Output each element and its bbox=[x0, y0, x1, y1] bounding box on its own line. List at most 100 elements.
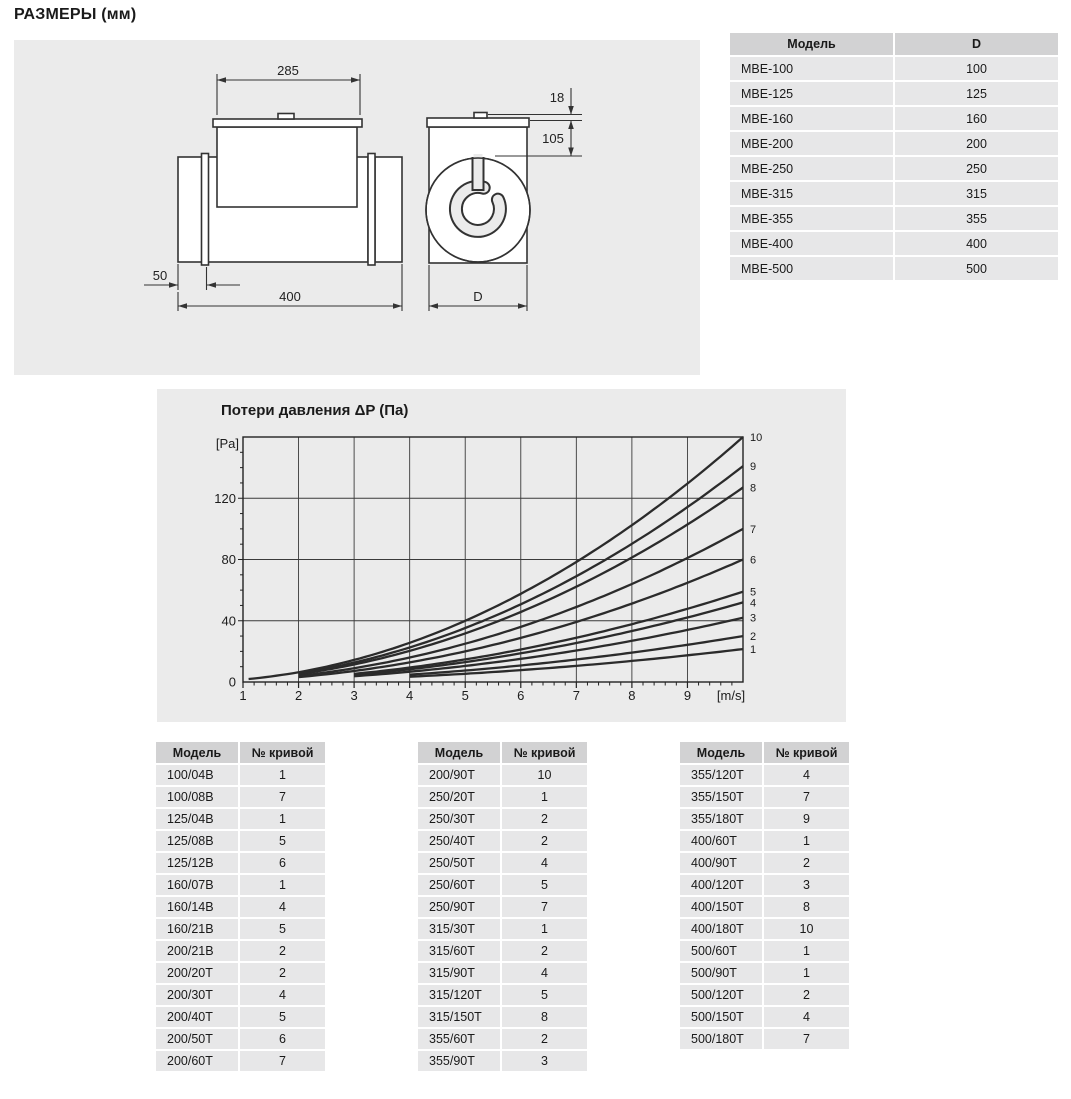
value-cell: 5 bbox=[240, 919, 325, 939]
table-row: МВЕ-500 500 bbox=[730, 257, 1058, 280]
value-cell: 2 bbox=[240, 941, 325, 961]
dimensions-drawing: 285 50 400 18 105 D bbox=[144, 63, 582, 311]
table-row: 160/07В 1 bbox=[156, 875, 325, 895]
value-cell: 2 bbox=[502, 941, 587, 961]
value-cell: 160 bbox=[895, 107, 1058, 130]
value-cell: 5 bbox=[502, 985, 587, 1005]
column-header: № кривой bbox=[240, 742, 325, 763]
table-row: 200/60Т 7 bbox=[156, 1051, 325, 1071]
model-cell: 355/180Т bbox=[680, 809, 762, 829]
table-row: 250/60Т 5 bbox=[418, 875, 587, 895]
y-unit-label: [Pa] bbox=[216, 436, 239, 451]
value-cell: 250 bbox=[895, 157, 1058, 180]
table-row: МВЕ-200 200 bbox=[730, 132, 1058, 155]
dimensions-diagram: 285 50 400 18 105 D bbox=[14, 40, 700, 375]
value-cell: 200 bbox=[895, 132, 1058, 155]
model-cell: 250/30Т bbox=[418, 809, 500, 829]
curve-7 bbox=[298, 527, 744, 678]
table-row: 100/08В 7 bbox=[156, 787, 325, 807]
table-row: 250/20Т 1 bbox=[418, 787, 587, 807]
value-cell: 400 bbox=[895, 232, 1058, 255]
table-row: 315/120Т 5 bbox=[418, 985, 587, 1005]
model-cell: 400/180Т bbox=[680, 919, 762, 939]
table-row: 400/90Т 2 bbox=[680, 853, 849, 873]
value-cell: 7 bbox=[764, 1029, 849, 1049]
curve-label: 6 bbox=[750, 555, 756, 567]
value-cell: 2 bbox=[502, 809, 587, 829]
table-row: МВЕ-355 355 bbox=[730, 207, 1058, 230]
table-row: 355/150Т 7 bbox=[680, 787, 849, 807]
value-cell: 1 bbox=[764, 941, 849, 961]
model-cell: 200/90Т bbox=[418, 765, 500, 785]
model-cell: 315/60Т bbox=[418, 941, 500, 961]
model-cell: МВЕ-125 bbox=[730, 82, 893, 105]
column-header: Модель bbox=[680, 742, 762, 763]
value-cell: 2 bbox=[502, 831, 587, 851]
value-cell: 1 bbox=[502, 919, 587, 939]
curve-8 bbox=[298, 486, 744, 676]
table-row: 400/180Т 10 bbox=[680, 919, 849, 939]
model-cell: 315/30Т bbox=[418, 919, 500, 939]
model-cell: МВЕ-355 bbox=[730, 207, 893, 230]
y-tick-label: 40 bbox=[222, 613, 236, 628]
model-cell: 200/50Т bbox=[156, 1029, 238, 1049]
model-cell: 355/120Т bbox=[680, 765, 762, 785]
column-header: № кривой bbox=[502, 742, 587, 763]
table-row: 315/60Т 2 bbox=[418, 941, 587, 961]
dim-box-height: 105 bbox=[542, 131, 564, 146]
model-cell: 250/60Т bbox=[418, 875, 500, 895]
model-cell: МВЕ-315 bbox=[730, 182, 893, 205]
header-row: Модель D bbox=[730, 33, 1058, 55]
table-row: 400/150Т 8 bbox=[680, 897, 849, 917]
value-cell: 7 bbox=[764, 787, 849, 807]
model-cell: 400/60Т bbox=[680, 831, 762, 851]
model-cell: 160/14В bbox=[156, 897, 238, 917]
table-row: 125/04В 1 bbox=[156, 809, 325, 829]
table-row: 400/60Т 1 bbox=[680, 831, 849, 851]
x-tick-label: 6 bbox=[517, 688, 524, 703]
model-cell: МВЕ-200 bbox=[730, 132, 893, 155]
model-cell: 100/08В bbox=[156, 787, 238, 807]
value-cell: 315 bbox=[895, 182, 1058, 205]
x-tick-label: 3 bbox=[350, 688, 357, 703]
model-cell: 315/120Т bbox=[418, 985, 500, 1005]
model-cell: МВЕ-250 bbox=[730, 157, 893, 180]
value-cell: 1 bbox=[764, 963, 849, 983]
value-cell: 7 bbox=[240, 787, 325, 807]
value-cell: 6 bbox=[240, 1029, 325, 1049]
table-row: 160/21В 5 bbox=[156, 919, 325, 939]
dim-width-top: 285 bbox=[277, 63, 299, 78]
table-row: 125/08В 5 bbox=[156, 831, 325, 851]
value-cell: 100 bbox=[895, 57, 1058, 80]
table-row: 500/60Т 1 bbox=[680, 941, 849, 961]
model-cell: 250/40Т bbox=[418, 831, 500, 851]
model-cell: 500/120Т bbox=[680, 985, 762, 1005]
model-cell: 250/20Т bbox=[418, 787, 500, 807]
dimension-lines bbox=[144, 74, 582, 311]
curve-label: 1 bbox=[750, 644, 756, 656]
x-unit-label: [m/s] bbox=[717, 688, 745, 703]
model-cell: 400/90Т bbox=[680, 853, 762, 873]
value-cell: 3 bbox=[764, 875, 849, 895]
dim-cap-height: 18 bbox=[550, 90, 564, 105]
value-cell: 500 bbox=[895, 257, 1058, 280]
curve-table-3: Модель № кривой 355/120Т 4 355/150Т 7 355/180Т… bbox=[678, 740, 851, 1051]
dim-spigot-length: 50 bbox=[153, 268, 167, 283]
curve-label: 8 bbox=[750, 483, 756, 495]
value-cell: 2 bbox=[240, 963, 325, 983]
dim-total-length: 400 bbox=[279, 289, 301, 304]
model-cell: 400/150Т bbox=[680, 897, 762, 917]
header-row: Модель № кривой bbox=[156, 742, 325, 763]
x-tick-label: 7 bbox=[573, 688, 580, 703]
column-header: Модель bbox=[418, 742, 500, 763]
table-row: 250/30Т 2 bbox=[418, 809, 587, 829]
model-cell: 125/08В bbox=[156, 831, 238, 851]
value-cell: 1 bbox=[240, 765, 325, 785]
header-row: Модель № кривой bbox=[680, 742, 849, 763]
table-row: 315/90Т 4 bbox=[418, 963, 587, 983]
value-cell: 9 bbox=[764, 809, 849, 829]
table-row: 400/120Т 3 bbox=[680, 875, 849, 895]
model-cell: МВЕ-160 bbox=[730, 107, 893, 130]
table-row: 250/40Т 2 bbox=[418, 831, 587, 851]
value-cell: 10 bbox=[502, 765, 587, 785]
